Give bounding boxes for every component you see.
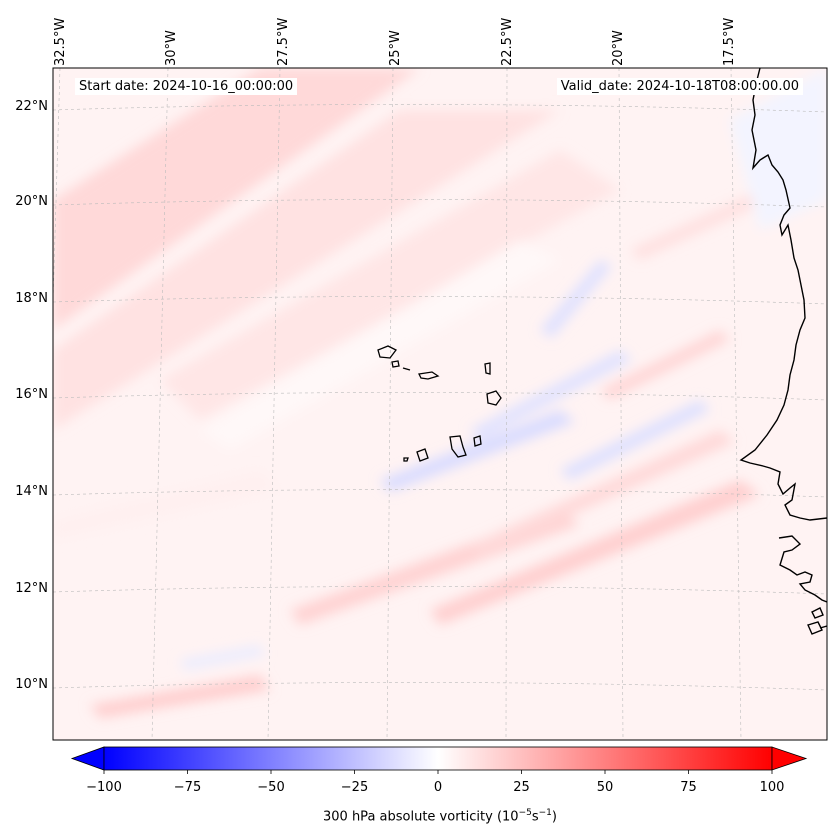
lon-label: 32.5°W — [53, 17, 68, 66]
colorbar-tick-label: 25 — [513, 780, 530, 795]
lon-label: 17.5°W — [722, 17, 737, 66]
colorbar-gradient — [103, 746, 773, 771]
graticule — [53, 68, 827, 740]
colorbar-tick-label: −100 — [86, 780, 122, 795]
lat-label: 20°N — [15, 194, 48, 209]
lon-label: 27.5°W — [276, 17, 291, 66]
colorbar-tick-label: −25 — [340, 780, 369, 795]
lon-label: 20°W — [611, 30, 626, 66]
lat-label: 14°N — [15, 484, 48, 499]
lat-label: 22°N — [15, 99, 48, 114]
lat-label: 12°N — [15, 581, 48, 596]
cape-verde-islands — [377, 345, 502, 462]
lon-label: 25°W — [388, 30, 403, 66]
map-frame — [52, 67, 828, 741]
west-africa-coastline — [739, 68, 827, 635]
colorbar-tick-label: −75 — [173, 780, 202, 795]
start-date-label: Start date: 2024-10-16_00:00:00 — [75, 78, 298, 95]
colorbar-label: 300 hPa absolute vorticity (10−5s−1) — [323, 808, 557, 825]
colorbar-tick-label: 50 — [596, 780, 614, 795]
map-plot-area — [53, 68, 827, 740]
colorbar-tick-label: 75 — [680, 780, 697, 795]
colorbar-tick-label: −50 — [257, 780, 285, 795]
lat-label: 10°N — [15, 677, 48, 692]
colorbar — [70, 746, 808, 774]
colorbar-tick-marks — [103, 770, 773, 774]
vorticity-contours — [53, 68, 827, 718]
colorbar-tick-label: 100 — [759, 780, 785, 795]
valid-date-label: Valid_date: 2024-10-18T08:00:00.00 — [556, 78, 803, 95]
colorbar-extend-min — [70, 746, 105, 771]
lat-label: 16°N — [15, 387, 48, 402]
lat-label: 18°N — [15, 291, 48, 306]
lon-label: 30°W — [164, 30, 179, 66]
colorbar-tick-label: 0 — [433, 780, 443, 795]
lon-label: 22.5°W — [500, 17, 515, 66]
colorbar-extend-max — [771, 746, 808, 771]
